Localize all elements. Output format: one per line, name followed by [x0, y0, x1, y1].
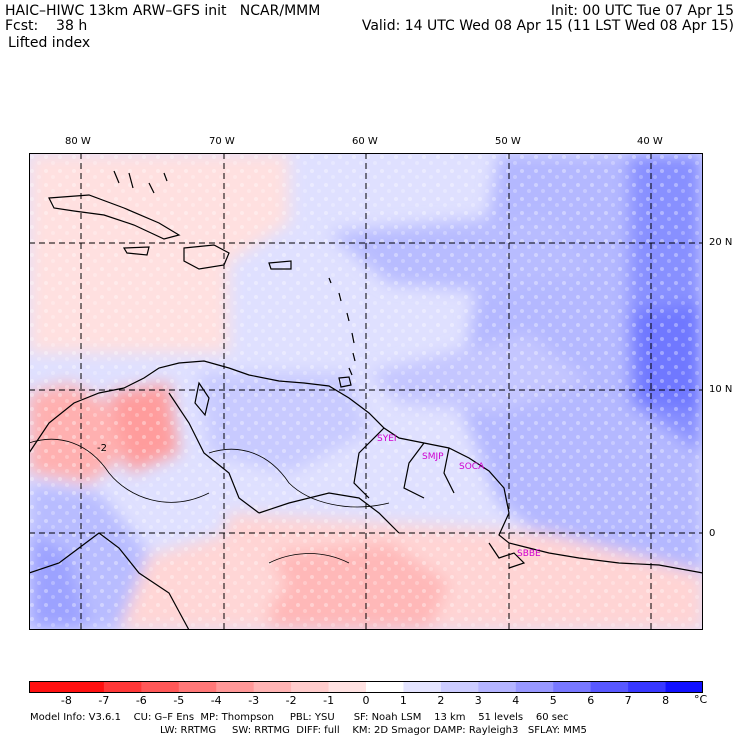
colorbar-tick-label: -4	[210, 694, 222, 707]
coastlines	[29, 170, 703, 630]
lon-label-60w: 60 W	[352, 136, 378, 147]
colorbar-tick-label: 0	[362, 694, 370, 707]
colorbar-tick-label: 7	[624, 694, 632, 707]
station-syei: SYEI	[377, 434, 397, 444]
lon-label-50w: 50 W	[495, 136, 521, 147]
colorbar-frame	[29, 681, 703, 693]
station-soca: SOCA	[459, 462, 485, 472]
station-smjp: SMJP	[422, 452, 444, 462]
colorbar-tick-label: -7	[98, 694, 110, 707]
colorbar-swatch	[103, 681, 142, 693]
colorbar-tick-label: 4	[512, 694, 520, 707]
colorbar-swatch	[665, 681, 703, 693]
colorbar-swatch	[366, 681, 404, 693]
colorbar-swatch	[66, 681, 105, 693]
colorbar-tick-label: -2	[285, 694, 297, 707]
colorbar-tick-label: -3	[248, 694, 260, 707]
lat-label-20n: 20 N	[709, 237, 733, 248]
colorbar-tick-label: 5	[549, 694, 557, 707]
init-time: Init: 00 UTC Tue 07 Apr 15	[550, 3, 734, 19]
colorbar-swatch	[628, 681, 667, 693]
colorbar-tick-label: 6	[587, 694, 595, 707]
lat-lon-grid	[29, 153, 703, 630]
valid-time: Valid: 14 UTC Wed 08 Apr 15 (11 LST Wed …	[361, 18, 734, 34]
colorbar-swatch	[328, 681, 367, 693]
field-name: Lifted index	[8, 35, 91, 51]
station-sbbe: SBBE	[517, 549, 541, 559]
colorbar-tick-label: 8	[662, 694, 670, 707]
contour-label: -2	[97, 443, 107, 454]
footer-line-2: LW: RRTMG SW: RRTMG DIFF: full KM: 2D Sm…	[160, 725, 587, 736]
lat-label-10n: 10 N	[709, 384, 733, 395]
colorbar-tick-label: 3	[474, 694, 482, 707]
colorbar-swatch	[178, 681, 217, 693]
colorbar-swatch	[403, 681, 442, 693]
forecast-hour: Fcst: 38 h	[5, 18, 88, 34]
colorbar-swatch	[478, 681, 517, 693]
colorbar-tick-label: -8	[60, 694, 72, 707]
colorbar-swatch	[216, 681, 255, 693]
lon-label-70w: 70 W	[209, 136, 235, 147]
colorbar-tick-label: -1	[323, 694, 335, 707]
colorbar-swatch	[253, 681, 292, 693]
contour-lines	[29, 438, 390, 564]
lifted-index-map: -2 SYEI SMJP SOCA SBBE	[29, 153, 703, 630]
colorbar-tick-label: -6	[135, 694, 147, 707]
footer-line-1: Model Info: V3.6.1 CU: G–F Ens MP: Thomp…	[30, 712, 569, 723]
colorbar	[29, 681, 703, 693]
colorbar-swatch	[440, 681, 479, 693]
lat-label-0: 0	[709, 528, 716, 539]
colorbar-tick-label: -5	[173, 694, 185, 707]
colorbar-swatch	[590, 681, 629, 693]
colorbar-swatch	[515, 681, 554, 693]
colorbar-swatch	[29, 681, 67, 693]
lon-label-80w: 80 W	[65, 136, 91, 147]
colorbar-swatch	[553, 681, 592, 693]
colorbar-tick-label: 1	[399, 694, 407, 707]
map-frame	[29, 153, 703, 630]
colorbar-swatch	[291, 681, 330, 693]
colorbar-swatch	[141, 681, 180, 693]
model-title: HAIC–HIWC 13km ARW–GFS init NCAR/MMM	[5, 3, 321, 19]
lon-label-40w: 40 W	[637, 136, 663, 147]
colorbar-tick-label: 2	[437, 694, 445, 707]
colorbar-unit: °C	[694, 693, 708, 706]
